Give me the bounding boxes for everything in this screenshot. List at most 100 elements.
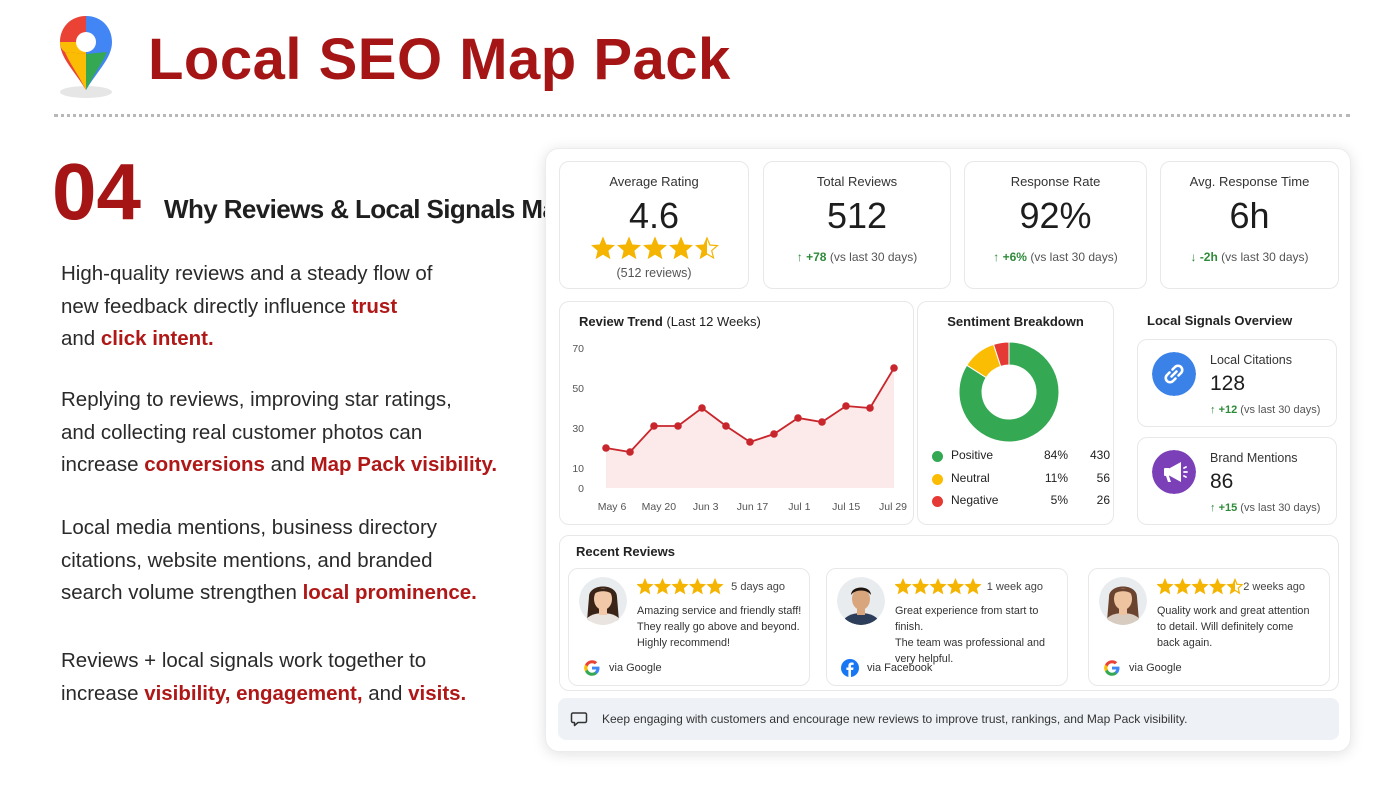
- y-tick-label: 30: [572, 423, 584, 435]
- sentiment-title: Sentiment Breakdown: [947, 314, 1084, 329]
- paragraph-trust: High-quality reviews and a steady flow o…: [61, 258, 511, 356]
- avatar: [579, 577, 627, 625]
- local-citations-card: Local Citations 128 ↑ +12 (vs last 30 da…: [1137, 339, 1337, 427]
- review-trend-title: Review Trend (Last 12 Weeks): [579, 314, 761, 329]
- signal-change-note: (vs last 30 days): [1240, 404, 1321, 416]
- review-text-line: Great experience from start to finish.: [895, 605, 1039, 633]
- review-text-line: The team was professional and: [895, 637, 1046, 649]
- body-text: Replying to reviews, improving star rati…: [61, 388, 452, 411]
- paragraph-line: Reviews + local signals work together to: [61, 645, 511, 678]
- star-filled: [1210, 579, 1225, 594]
- review-source: via Google: [1129, 662, 1182, 674]
- trend-point: [626, 448, 634, 456]
- kpi-change: ↑ +78 (vs last 30 days): [764, 250, 950, 264]
- body-text: and: [61, 327, 101, 350]
- legend-item-negative: Negative 5% 26: [932, 493, 1110, 511]
- star-filled: [948, 579, 963, 594]
- legend-count: 430: [1089, 448, 1110, 462]
- legend-percent: 11%: [1044, 470, 1068, 485]
- signal-value: 86: [1210, 470, 1234, 493]
- kpi-label: Total Reviews: [816, 174, 898, 189]
- trend-point: [890, 364, 898, 372]
- paragraph-line: increase visibility, engagement, and vis…: [61, 678, 511, 711]
- star-filled: [672, 579, 688, 594]
- body-text: and: [264, 453, 311, 476]
- review-time: 5 days ago: [731, 581, 785, 593]
- legend-percent: 84%: [1043, 448, 1068, 462]
- arrow-up-icon: ↑: [796, 250, 803, 264]
- review-text-line: back again.: [1157, 637, 1213, 649]
- paragraph-line: increase conversions and Map Pack visibi…: [61, 449, 511, 482]
- star-filled: [930, 579, 946, 594]
- star-rating-icon: [637, 578, 724, 595]
- highlight-text: local prominence.: [302, 581, 477, 604]
- kpi-change: ↑ +6% (vs last 30 days): [965, 250, 1146, 264]
- kpi-value: 6h: [1229, 195, 1270, 236]
- y-tick-label: 50: [572, 383, 584, 395]
- review-text-line: to detail. Will definitely come: [1157, 621, 1294, 633]
- paragraph-conversions: Replying to reviews, improving star rati…: [61, 384, 511, 482]
- legend-item-positive: Positive 84% 430: [932, 448, 1110, 466]
- star-filled: [965, 579, 981, 594]
- review-text: Amazing service and friendly staff! They …: [637, 603, 809, 651]
- trend-point: [650, 422, 658, 430]
- arrow-up-icon: ↑: [1210, 404, 1216, 416]
- highlight-text: conversions: [144, 453, 265, 476]
- star-filled: [592, 238, 614, 258]
- signal-change-value: +15: [1218, 502, 1238, 514]
- legend-count: 56: [1096, 470, 1110, 485]
- body-text: Local media mentions, business directory: [61, 516, 438, 539]
- facebook-icon: [841, 659, 859, 677]
- paragraph-line: Local media mentions, business directory: [61, 512, 511, 545]
- review-trend-chart: 0 10 30 50 70 May 6 May 20 Jun 3 Jun 17 Jul 1 Jul …: [572, 343, 907, 513]
- star-filled: [1227, 579, 1235, 594]
- review-time: 1 week ago: [986, 581, 1043, 593]
- signal-change: ↑ +15 (vs last 30 days): [1210, 502, 1320, 514]
- dotted-divider: [54, 114, 1350, 117]
- signal-label: Brand Mentions: [1210, 451, 1298, 465]
- kpi-label: Avg. Response Time: [1189, 174, 1310, 189]
- review-text-line: Quality work and great attention: [1157, 605, 1310, 617]
- highlight-text: visits.: [408, 681, 467, 705]
- kpi-change-note: (vs last 30 days): [1221, 250, 1309, 264]
- paragraph-line: and click intent.: [61, 323, 511, 356]
- legend-dot: [932, 496, 943, 507]
- signal-label: Local Citations: [1210, 353, 1292, 367]
- x-tick-label: Jul 1: [788, 501, 810, 513]
- kpi-change-value: -2h: [1199, 250, 1218, 264]
- kpi-label: Average Rating: [609, 174, 699, 189]
- paragraph-line: High-quality reviews and a steady flow o…: [61, 258, 511, 291]
- sentiment-slice-positive: [958, 341, 1060, 443]
- kpi-value: 4.6: [628, 195, 680, 236]
- avatar: [1099, 577, 1147, 625]
- star-filled: [1175, 579, 1190, 594]
- trend-point: [770, 430, 778, 438]
- section-number: 04: [52, 147, 141, 236]
- star-filled: [707, 579, 723, 594]
- x-tick-label: Jul 29: [879, 501, 907, 513]
- review-text-line: Highly recommend!: [637, 637, 731, 649]
- kpi-avg-response-time: Avg. Response Time 6h ↓ -2h (vs last 30 …: [1160, 161, 1339, 289]
- x-tick-label: Jun 17: [737, 501, 769, 513]
- star-filled: [913, 579, 928, 594]
- legend-name: Positive: [951, 448, 994, 462]
- paragraph-line: search volume strengthen local prominenc…: [61, 577, 511, 610]
- paragraph-line: citations, website mentions, and branded: [61, 545, 511, 578]
- trend-point: [746, 438, 754, 446]
- review-trend-subtitle: (Last 12 Weeks): [666, 314, 761, 329]
- avatar: [837, 577, 885, 625]
- body-text: citations, website mentions, and branded: [61, 548, 433, 572]
- legend-name: Negative: [951, 493, 999, 507]
- star-filled: [644, 238, 666, 258]
- kpi-change-note: (vs last 30 days): [1030, 250, 1118, 264]
- x-tick-label: Jul 15: [832, 501, 860, 513]
- star-rating-icon: [591, 236, 719, 260]
- section-heading: Why Reviews & Local Signals Matter: [164, 194, 596, 224]
- body-text: increase: [61, 681, 145, 705]
- arrow-up-icon: ↑: [1210, 502, 1216, 514]
- body-text: new feedback directly influence: [61, 294, 352, 318]
- signal-value: 128: [1210, 372, 1246, 395]
- link-icon: [1152, 352, 1196, 396]
- signal-change-note: (vs last 30 days): [1240, 502, 1321, 514]
- arrow-down-icon: ↓: [1190, 250, 1197, 264]
